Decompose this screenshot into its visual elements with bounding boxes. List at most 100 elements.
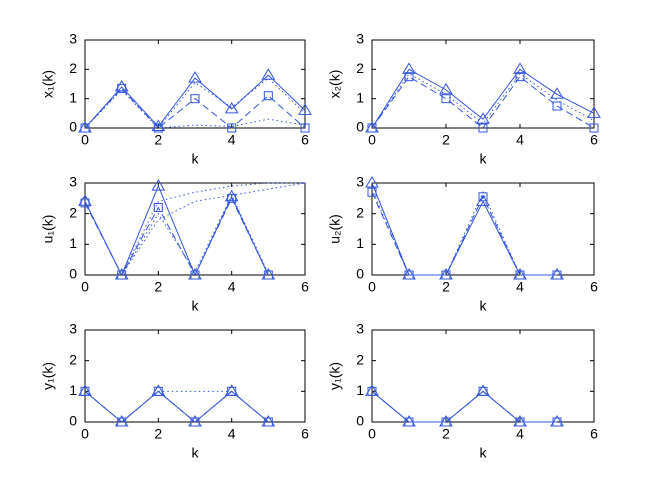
y-tick-label: 1	[356, 382, 364, 398]
series-line	[84, 87, 306, 129]
series-line	[371, 188, 557, 276]
x-tick-label: 2	[442, 279, 450, 295]
square-marker	[552, 417, 562, 427]
series-line	[371, 75, 595, 129]
triangle-marker	[439, 82, 453, 95]
series-line	[121, 182, 305, 276]
y-axis-label: x₂(k)	[327, 70, 343, 99]
x-axis-label: k	[192, 151, 200, 167]
y-tick-label: 3	[69, 174, 77, 190]
x-tick-label: 0	[368, 426, 376, 442]
series-line	[84, 390, 269, 423]
triangle-marker	[188, 71, 202, 83]
y-tick-label: 0	[356, 119, 364, 135]
x-tick-label: 4	[516, 132, 524, 148]
x-tick-label: 4	[228, 279, 236, 295]
x-tick-label: 4	[516, 279, 524, 295]
triangle-marker	[298, 103, 312, 115]
x-tick-label: 0	[81, 132, 89, 148]
square-marker	[404, 72, 414, 82]
square-marker	[117, 83, 127, 93]
y-axis-label: x₁(k)	[40, 70, 56, 98]
series-line	[121, 182, 306, 276]
x-tick-label: 2	[154, 132, 162, 148]
x-tick-label: 0	[81, 426, 89, 442]
triangle-marker	[224, 101, 239, 114]
x-tick-label: 2	[442, 132, 450, 148]
y-tick-label: 3	[356, 174, 364, 190]
square-marker	[263, 91, 273, 101]
y-tick-label: 1	[69, 89, 77, 105]
y-tick-label: 2	[69, 351, 77, 367]
square-marker	[227, 193, 237, 203]
series-line	[371, 390, 557, 423]
triangle-marker	[224, 189, 239, 202]
square-marker	[478, 123, 488, 133]
square-marker	[404, 270, 414, 280]
axes-box	[84, 182, 306, 276]
square-marker	[515, 417, 525, 427]
series-line	[84, 194, 269, 277]
triangle-marker	[78, 194, 92, 206]
series-line	[371, 191, 557, 276]
y-tick-label: 2	[356, 204, 364, 220]
y-axis-label: u₂(k)	[327, 214, 343, 244]
square-marker	[227, 123, 237, 133]
square-marker	[367, 386, 377, 396]
series-line	[84, 74, 306, 129]
square-marker	[367, 123, 377, 133]
x-tick-label: 6	[301, 132, 309, 148]
y-axis-label: y₁(k)	[40, 362, 56, 390]
square-marker	[367, 187, 377, 197]
y-tick-label: 1	[356, 89, 364, 105]
y-tick-label: 0	[356, 266, 364, 282]
x-tick-label: 2	[154, 279, 162, 295]
y-tick-label: 0	[69, 119, 77, 135]
square-marker	[552, 270, 562, 280]
x-tick-label: 6	[301, 426, 309, 442]
square-marker	[478, 386, 488, 396]
x-axis-label: k	[192, 298, 200, 314]
square-marker	[80, 123, 90, 133]
triangle-marker	[151, 179, 166, 191]
y-tick-label: 3	[356, 321, 364, 337]
triangle-marker	[261, 68, 276, 80]
square-marker	[300, 123, 310, 133]
square-marker	[190, 94, 200, 104]
square-marker	[153, 386, 163, 396]
x-tick-label: 4	[228, 132, 236, 148]
x-tick-label: 6	[590, 426, 598, 442]
square-marker	[117, 270, 127, 280]
y-tick-label: 3	[69, 321, 77, 337]
y-axis-label: y₁(k)	[327, 362, 343, 390]
triangle-marker	[365, 176, 379, 188]
x-axis-label: k	[480, 298, 488, 314]
triangle-marker	[476, 112, 490, 124]
triangle-marker	[587, 106, 601, 118]
square-marker	[441, 417, 451, 427]
axes-box	[371, 39, 595, 129]
square-marker	[80, 198, 90, 208]
y-tick-label: 2	[69, 204, 77, 220]
y-tick-label: 2	[356, 60, 364, 76]
x-tick-label: 0	[368, 279, 376, 295]
square-marker	[80, 386, 90, 396]
square-marker	[515, 72, 525, 82]
axes-box	[371, 182, 595, 276]
axes-box	[371, 329, 595, 423]
y-tick-label: 0	[69, 413, 77, 429]
y-tick-label: 1	[69, 382, 77, 398]
series-line	[84, 89, 306, 129]
square-marker	[552, 101, 562, 111]
square-marker	[153, 203, 163, 213]
triangle-marker	[550, 87, 564, 99]
square-marker	[263, 270, 273, 280]
x-tick-label: 4	[516, 426, 524, 442]
triangle-marker	[114, 79, 129, 92]
x-axis-label: k	[192, 445, 200, 461]
x-tick-label: 0	[368, 132, 376, 148]
x-tick-label: 6	[590, 279, 598, 295]
y-tick-label: 2	[356, 351, 364, 367]
x-axis-label: k	[480, 151, 488, 167]
